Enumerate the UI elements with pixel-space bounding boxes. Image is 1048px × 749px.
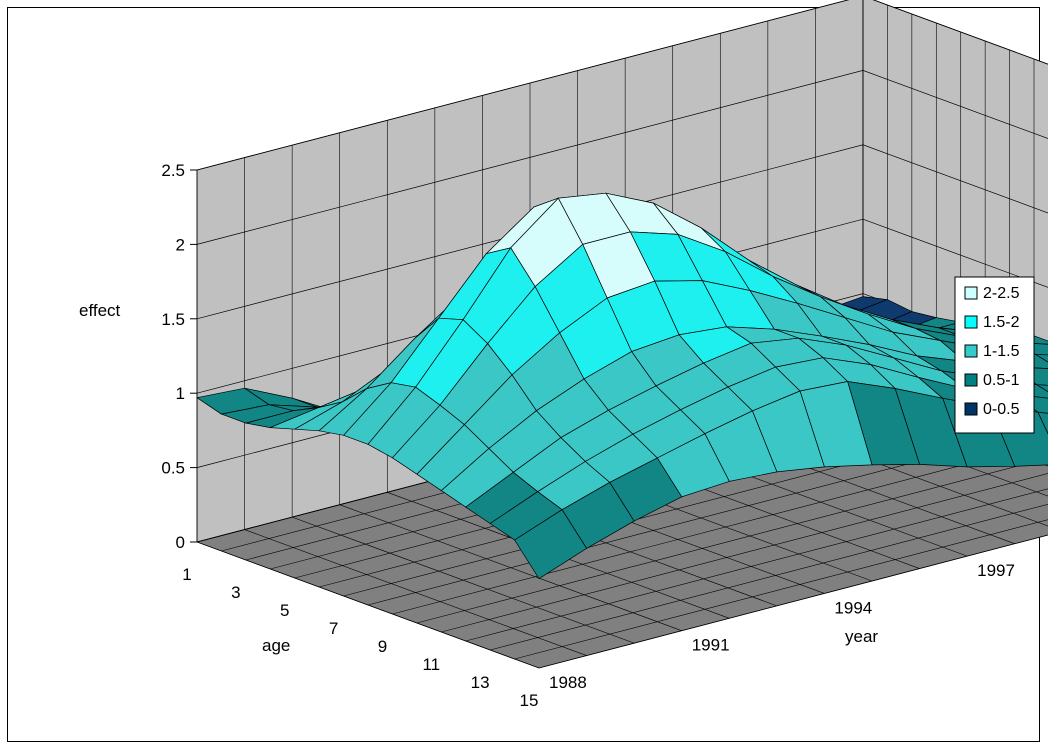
x-tick-label: 9 xyxy=(378,637,387,656)
legend-swatch xyxy=(964,344,978,358)
age-floor-gridline xyxy=(465,488,1048,642)
y-tick-label: 1994 xyxy=(834,598,872,617)
legend-swatch xyxy=(964,286,978,300)
z-tick-label: 1 xyxy=(176,384,185,403)
age-floor-gridline xyxy=(514,519,1048,660)
legend-swatch xyxy=(964,373,978,387)
z-tick-label: 2 xyxy=(176,235,185,254)
z-tick-label: 0.5 xyxy=(161,459,185,478)
age-floor-gridline xyxy=(392,442,1048,615)
z-axis-label: effect xyxy=(79,301,121,320)
age-floor-gridline xyxy=(538,534,1048,669)
x-axis-label: age xyxy=(262,636,290,655)
x-tick-label: 1 xyxy=(182,565,191,584)
age-floor-gridline xyxy=(416,457,1048,624)
legend: 2-2.5 1.5-2 1-1.5 0.5-1 0-0.5 xyxy=(954,276,1035,434)
tick-labels: 00.511.522.51357911131519881991199419972… xyxy=(161,161,1015,710)
legend-swatch xyxy=(964,402,978,416)
z-tick-label: 1.5 xyxy=(161,310,185,329)
x-tick-label: 13 xyxy=(471,673,490,692)
y-axis-label: year xyxy=(845,627,878,646)
legend-label: 0.5-1 xyxy=(983,372,1020,389)
legend-label: 1.5-2 xyxy=(983,314,1020,331)
x-tick-label: 11 xyxy=(422,655,440,674)
z-tick-label: 0 xyxy=(176,533,185,552)
legend-label: 0-0.5 xyxy=(983,401,1020,418)
legend-label: 2-2.5 xyxy=(983,285,1020,302)
age-floor-gridline xyxy=(490,503,1048,651)
legend-swatch xyxy=(964,315,978,329)
x-tick-label: 3 xyxy=(231,583,240,602)
surface-plot xyxy=(196,192,1048,580)
x-tick-label: 15 xyxy=(520,691,539,710)
x-tick-label: 7 xyxy=(329,619,338,638)
surface-cell xyxy=(514,509,588,580)
z-gridline xyxy=(196,0,1048,171)
legend-label: 1-1.5 xyxy=(983,343,1020,360)
y-tick-label: 1988 xyxy=(549,673,587,692)
y-tick-label: 1997 xyxy=(977,561,1015,580)
x-tick-label: 5 xyxy=(280,601,289,620)
z-tick-label: 2.5 xyxy=(161,161,185,180)
y-tick-label: 1991 xyxy=(692,636,730,655)
age-floor-gridline xyxy=(441,473,1048,633)
